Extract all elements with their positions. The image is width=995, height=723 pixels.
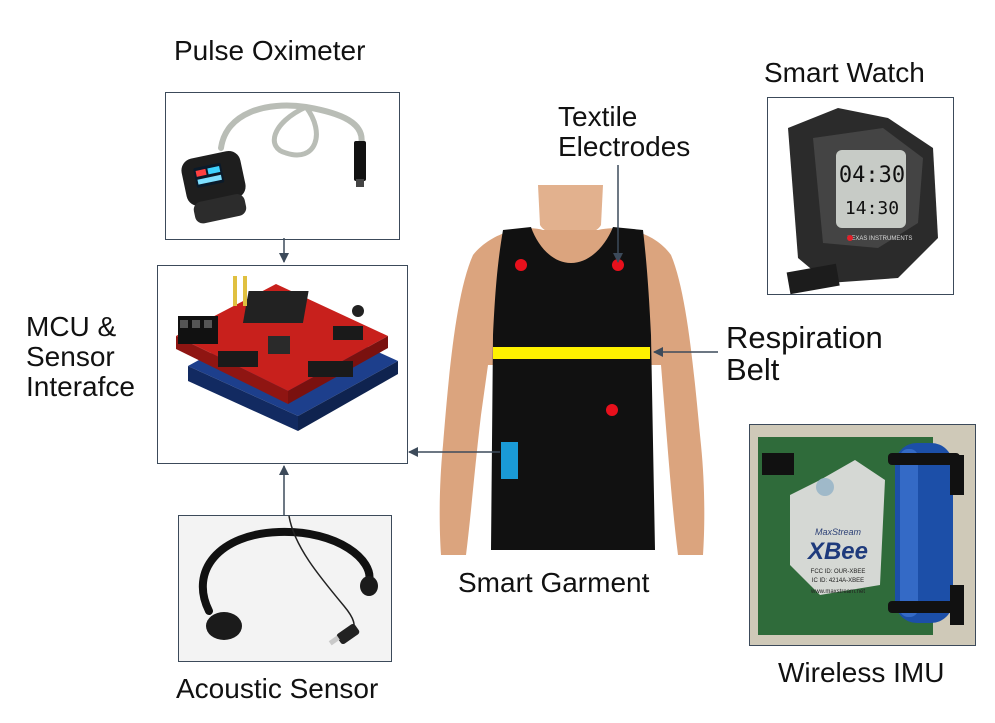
- smart-garment-label: Smart Garment: [458, 567, 650, 598]
- wireless-imu-label: Wireless IMU: [778, 657, 945, 688]
- xbee-url: www.maxstream.net: [810, 589, 865, 595]
- pulse-oximeter-frame: [165, 92, 400, 240]
- mcu-board-image: [176, 276, 398, 431]
- garment-interface-patch: [501, 442, 518, 479]
- watch-brand: TEXAS INSTRUMENTS: [848, 236, 913, 242]
- watch-time-bottom: 14:30: [845, 198, 899, 219]
- respiration-belt-label: Respiration Belt: [726, 320, 883, 387]
- smart-watch-image: 04:30 14:30 TEXAS INSTRUMENTS: [786, 108, 938, 294]
- xbee-name: XBee: [806, 538, 868, 565]
- xbee-maker: MaxStream: [815, 527, 862, 537]
- smart-watch-frame: 04:30 14:30 TEXAS INSTRUMENTS: [767, 97, 954, 295]
- xbee-ic: IC ID: 4214A-XBEE: [812, 578, 864, 584]
- wireless-imu-image: MaxStream XBee FCC ID: OUR-XBEE IC ID: 4…: [750, 425, 975, 645]
- xbee-fcc: FCC ID: OUR-XBEE: [811, 569, 866, 575]
- textile-electrode-lower: [606, 404, 618, 416]
- watch-time-top: 04:30: [839, 163, 905, 188]
- textile-electrode-left: [515, 259, 527, 271]
- pulse-oximeter-image: [181, 102, 366, 224]
- acoustic-sensor-label: Acoustic Sensor: [176, 673, 379, 704]
- smart-garment-image: [433, 185, 710, 560]
- smart-watch-label: Smart Watch: [764, 57, 925, 88]
- mcu-sensor-interface-label: MCU & Sensor Interafce: [26, 311, 135, 402]
- textile-electrodes-label: Textile Electrodes: [558, 101, 691, 162]
- respiration-belt: [493, 347, 650, 359]
- mcu-board-frame: [157, 265, 408, 464]
- wireless-imu-frame: MaxStream XBee FCC ID: OUR-XBEE IC ID: 4…: [749, 424, 976, 646]
- textile-electrode-right: [612, 259, 624, 271]
- acoustic-sensor-image: [179, 516, 391, 661]
- pulse-oximeter-label: Pulse Oximeter: [174, 35, 366, 66]
- acoustic-sensor-frame: [178, 515, 392, 662]
